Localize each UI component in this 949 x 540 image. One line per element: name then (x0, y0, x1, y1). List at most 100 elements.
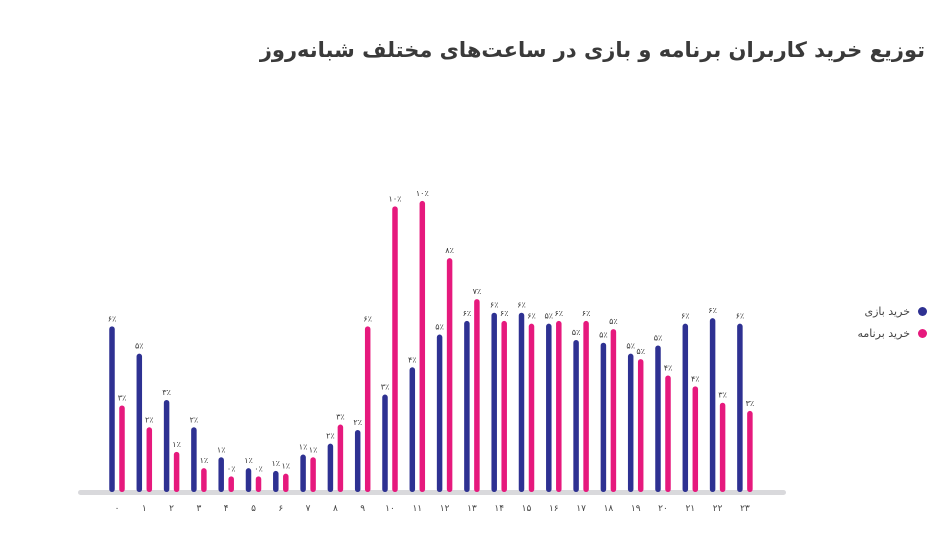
data-label-games-20: ۵٪ (654, 333, 663, 342)
data-label-games-7: ۱٪ (299, 443, 308, 452)
x-tick-label-10: ۱۰ (385, 504, 395, 514)
x-tick-label-23: ۲۳ (740, 504, 750, 514)
bar-games-1 (136, 353, 143, 492)
x-tick-label-11: ۱۱ (412, 504, 422, 514)
bar-games-5 (245, 468, 252, 492)
bar-games-15 (518, 312, 525, 492)
bars-layer (78, 200, 786, 495)
x-axis-baseline (78, 490, 786, 495)
bar-apps-22 (719, 402, 726, 492)
bar-apps-13 (474, 299, 480, 492)
data-label-apps-12: ۸٪ (445, 246, 454, 255)
data-label-apps-11: ۱۰٪ (416, 189, 429, 198)
data-label-games-15: ۶٪ (517, 301, 526, 310)
bar-games-23 (737, 323, 743, 492)
x-tick-label-3: ۳ (196, 504, 201, 514)
bar-apps-9 (364, 326, 371, 492)
data-label-games-22: ۶٪ (708, 306, 717, 315)
legend-item-apps: خرید برنامه (857, 322, 927, 344)
bar-games-16 (546, 323, 552, 492)
bar-apps-14 (501, 320, 507, 492)
bar-games-8 (327, 443, 334, 492)
data-label-apps-5: ۰٪ (254, 464, 263, 473)
data-label-games-16: ۵٪ (545, 312, 554, 321)
legend-dot-apps (918, 328, 927, 338)
data-label-apps-16: ۶٪ (555, 309, 564, 318)
bar-apps-7 (310, 457, 316, 492)
legend-label-games: خرید بازی (864, 304, 910, 318)
bar-games-19 (627, 353, 634, 492)
legend-label-apps: خرید برنامه (857, 326, 910, 340)
x-tick-label-1: ۱ (142, 504, 147, 514)
x-tick-label-15: ۱۵ (522, 504, 532, 514)
bar-apps-5 (255, 476, 262, 492)
bar-games-0 (109, 326, 115, 492)
x-tick-label-22: ۲۲ (713, 504, 723, 514)
data-label-apps-13: ۷٪ (473, 287, 482, 296)
bar-games-13 (464, 320, 470, 492)
bar-apps-4 (228, 476, 234, 492)
data-label-apps-21: ۴٪ (691, 374, 700, 383)
bar-games-17 (573, 340, 579, 492)
data-label-apps-3: ۱٪ (200, 456, 209, 465)
bar-apps-17 (583, 320, 589, 492)
x-tick-label-5: ۵ (251, 504, 256, 514)
data-label-apps-15: ۶٪ (527, 312, 536, 321)
data-label-apps-17: ۶٪ (582, 309, 591, 318)
x-tick-label-16: ۱۶ (549, 504, 559, 514)
data-label-games-8: ۲٪ (326, 432, 335, 441)
bar-games-11 (409, 367, 416, 492)
bar-apps-18 (610, 329, 617, 492)
data-label-games-2: ۳٪ (162, 388, 171, 397)
x-tick-label-17: ۱۷ (576, 504, 586, 514)
bar-apps-16 (556, 320, 562, 492)
data-label-apps-8: ۳٪ (336, 413, 345, 422)
x-tick-label-20: ۲۰ (658, 504, 668, 514)
bar-apps-21 (692, 386, 699, 492)
bar-games-18 (600, 342, 607, 492)
x-tick-label-0: ۰ (115, 504, 120, 514)
x-tick-label-13: ۱۳ (467, 504, 477, 514)
bar-games-22 (709, 318, 716, 492)
data-label-apps-1: ۲٪ (145, 415, 154, 424)
bar-games-3 (191, 427, 197, 492)
bar-apps-3 (201, 468, 207, 492)
data-label-apps-9: ۶٪ (363, 314, 372, 323)
data-label-games-12: ۵٪ (435, 323, 444, 332)
bar-games-21 (682, 323, 689, 492)
bar-games-10 (382, 394, 388, 492)
legend-item-games: خرید بازی (857, 300, 927, 322)
x-tick-label-6: ۶ (278, 504, 283, 514)
bar-apps-10 (392, 206, 398, 492)
data-label-games-14: ۶٪ (490, 301, 499, 310)
x-tick-label-2: ۲ (169, 504, 174, 514)
data-label-games-19: ۵٪ (626, 342, 635, 351)
bar-games-9 (354, 430, 361, 492)
data-label-games-5: ۱٪ (244, 456, 253, 465)
bar-apps-11 (419, 200, 426, 492)
data-label-apps-20: ۴٪ (664, 363, 673, 372)
bar-apps-6 (283, 473, 289, 492)
bar-apps-2 (173, 451, 180, 492)
bar-apps-0 (119, 405, 125, 492)
data-label-games-4: ۱٪ (217, 445, 226, 454)
bar-games-4 (218, 457, 224, 492)
bar-apps-20 (665, 375, 671, 492)
data-label-games-10: ۳٪ (381, 383, 390, 392)
data-label-apps-0: ۳٪ (118, 393, 127, 402)
data-label-games-9: ۲٪ (353, 418, 362, 427)
bar-games-7 (300, 454, 306, 492)
bar-apps-1 (146, 427, 153, 492)
x-tick-label-12: ۱۲ (440, 504, 450, 514)
data-label-apps-14: ۶٪ (500, 309, 509, 318)
x-tick-label-19: ۱۹ (631, 504, 641, 514)
data-label-apps-7: ۱٪ (309, 445, 318, 454)
bar-games-14 (491, 312, 497, 492)
data-label-games-21: ۶٪ (681, 312, 690, 321)
data-label-games-1: ۵٪ (135, 342, 144, 351)
x-tick-label-8: ۸ (333, 504, 338, 514)
data-label-games-23: ۶٪ (736, 312, 745, 321)
x-tick-label-14: ۱۴ (494, 504, 504, 514)
x-tick-label-9: ۹ (360, 504, 365, 514)
data-label-apps-22: ۳٪ (718, 391, 727, 400)
